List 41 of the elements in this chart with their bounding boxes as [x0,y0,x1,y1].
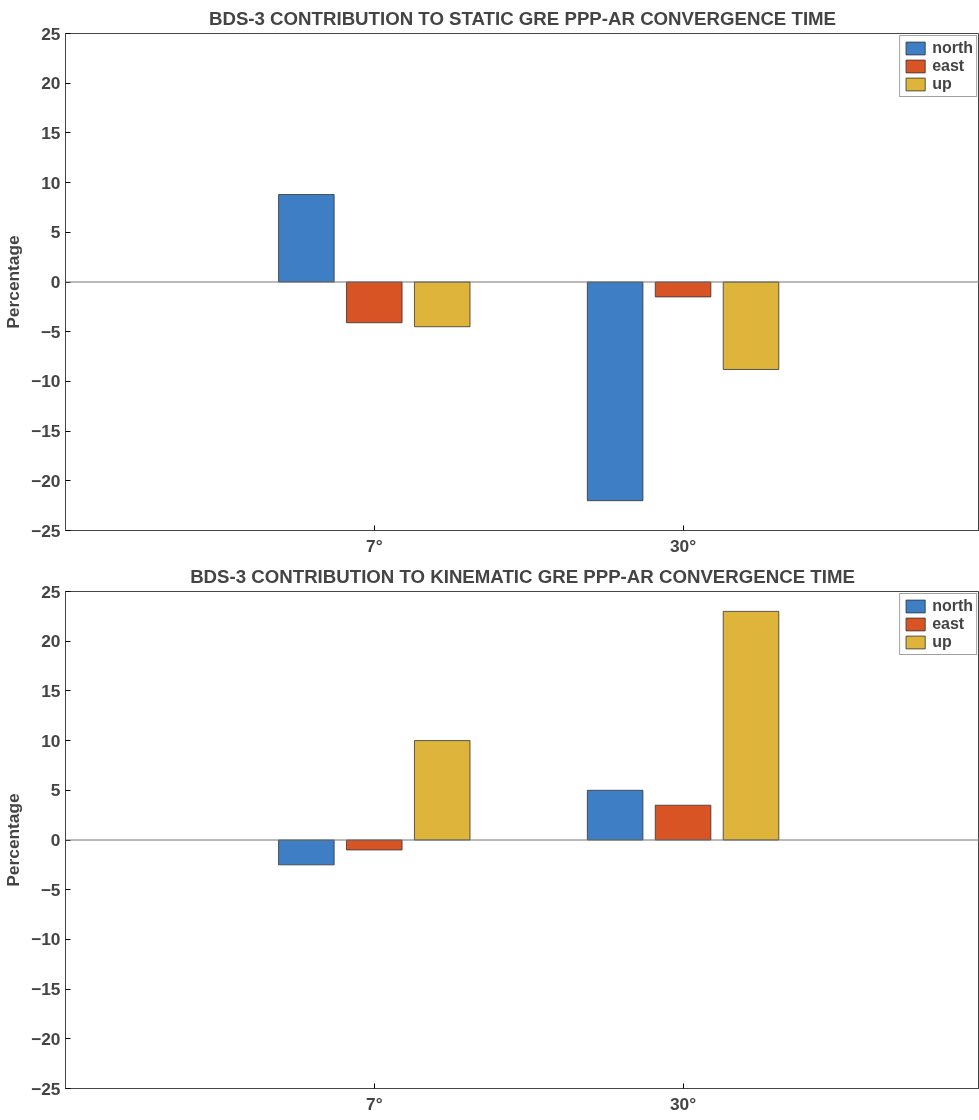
y-tick-label: −15 [31,979,61,1000]
y-tick-label: −5 [40,879,61,900]
y-tick-label: −20 [31,1028,61,1049]
y-tick-label: −5 [40,321,61,342]
y-axis-title: Percentage [3,234,24,329]
y-axis-title: Percentage [3,792,24,887]
legend-label: up [932,633,953,651]
bar [414,740,471,841]
y-tick-label: 5 [50,222,61,243]
bar [586,789,644,841]
y-tick-label: 15 [41,680,61,701]
legend-label: east [932,615,965,633]
y-tick-label: 20 [41,631,61,652]
y-tick-label: −10 [31,929,61,950]
x-tick-label: 7° [366,1093,383,1114]
y-tick-label: 0 [50,830,61,850]
y-tick-label: 25 [41,581,61,602]
y-tick-label: −25 [31,1078,61,1099]
y-tick-label: 5 [50,780,61,801]
bar [722,610,780,841]
bar [654,804,712,841]
y-tick-label: 0 [50,272,61,292]
legend-label: north [932,597,973,615]
x-tick-label: 30° [669,1093,697,1114]
y-tick-label: 20 [41,73,61,94]
y-tick-label: 15 [41,122,61,143]
y-tick-label: −10 [31,371,61,392]
y-tick-label: −25 [31,520,61,541]
x-tick-label: 7° [366,535,383,556]
bar [278,839,335,866]
y-tick-label: −15 [31,421,61,442]
chart-title: BDS-3 CONTRIBUTION TO KINEMATIC GRE PPP-AR CONVERGENCE TIME [190,565,855,587]
y-tick-label: 10 [41,172,61,193]
y-tick-label: 25 [41,23,61,44]
legend-label: east [932,57,965,75]
y-tick-label: −20 [31,470,61,491]
y-tick-label: 10 [41,730,61,751]
chart-title: BDS-3 CONTRIBUTION TO STATIC GRE PPP-AR CONVERGENCE TIME [208,7,837,29]
x-tick-label: 30° [669,535,697,556]
legend-label: up [932,75,953,93]
legend-label: north [932,39,973,57]
